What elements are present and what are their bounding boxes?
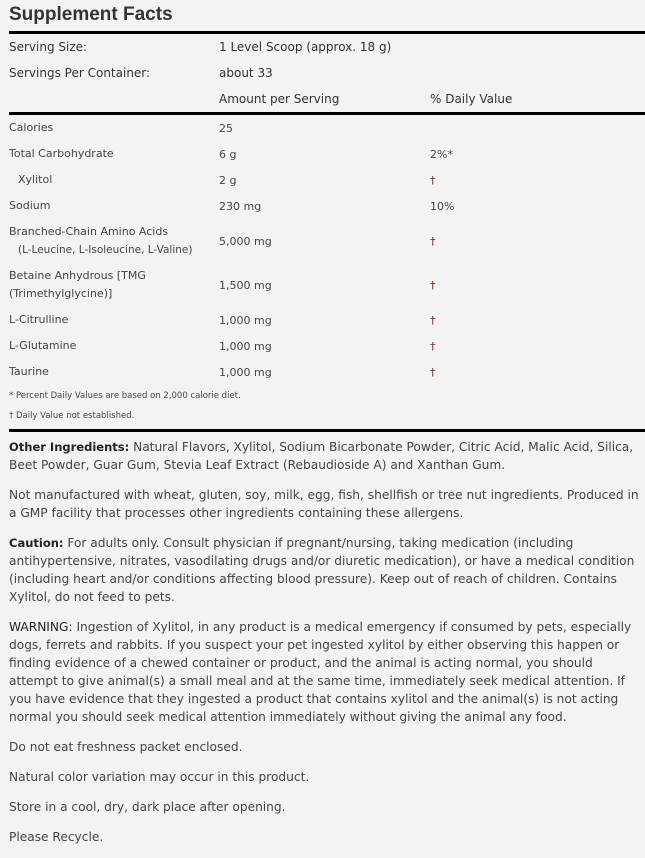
table-row: Taurine 1,000 mg †	[0, 359, 645, 385]
nutrient-dv: †	[430, 173, 436, 187]
nutrient-name: Betaine Anhydrous [TMG (Trimethylglycine)…	[9, 267, 214, 303]
caution: Caution: For adults only. Consult physic…	[9, 534, 639, 606]
nutrient-name-sub: (L-Leucine, L-Isoleucine, L-Valine)	[18, 244, 193, 256]
nutrient-name: L-Glutamine	[9, 339, 77, 352]
nutrient-name: Calories	[9, 121, 54, 134]
footnote-percent-dv: * Percent Daily Values are based on 2,00…	[9, 391, 241, 401]
nutrient-name: Xylitol	[18, 173, 53, 186]
nutrient-dv: †	[430, 234, 436, 248]
other-ingredients: Other Ingredients: Natural Flavors, Xyli…	[9, 438, 639, 474]
nutrient-dv: 2%*	[430, 147, 453, 161]
color-variation-note: Natural color variation may occur in thi…	[9, 770, 310, 784]
warning-label: WARNING:	[9, 620, 73, 634]
table-row: Sodium 230 mg 10%	[0, 193, 645, 219]
nutrient-amount: 25	[219, 121, 233, 135]
nutrient-name-main: Branched-Chain Amino Acids	[9, 225, 169, 238]
allergen-statement: Not manufactured with wheat, gluten, soy…	[9, 488, 639, 520]
title-divider	[9, 31, 645, 34]
table-row: Branched-Chain Amino Acids (L-Leucine, L-…	[0, 219, 645, 263]
servings-per-container-row: Servings Per Container: about 33	[0, 60, 645, 86]
nutrient-name-sub: (Trimethylglycine)]	[9, 287, 113, 300]
footnote-row: * Percent Daily Values are based on 2,00…	[0, 385, 645, 407]
nutrient-dv: †	[430, 339, 436, 353]
table-row: L-Glutamine 1,000 mg †	[0, 333, 645, 359]
freshness-note: Do not eat freshness packet enclosed.	[9, 740, 243, 754]
nutrient-amount: 230 mg	[219, 199, 262, 213]
table-row: Total Carbohydrate 6 g 2%*	[0, 141, 645, 167]
nutrient-dv: †	[430, 278, 436, 292]
footnote-row: † Daily Value not established.	[0, 407, 645, 424]
other-ingredients-label: Other Ingredients:	[9, 440, 130, 454]
nutrient-amount: 1,000 mg	[219, 313, 272, 327]
table-row: L-Citrulline 1,000 mg †	[0, 307, 645, 333]
nutrient-name: Total Carbohydrate	[9, 147, 114, 160]
serving-size-row: Serving Size: 1 Level Scoop (approx. 18 …	[0, 34, 645, 60]
nutrient-dv: 10%	[430, 199, 455, 213]
supplement-facts-table: Serving Size: 1 Level Scoop (approx. 18 …	[0, 34, 645, 424]
recycle-note: Please Recycle.	[9, 830, 104, 844]
nutrient-name: Branched-Chain Amino Acids (L-Leucine, L-…	[9, 223, 214, 259]
table-row: Xylitol 2 g †	[0, 167, 645, 193]
nutrient-dv: †	[430, 365, 436, 379]
header-divider	[9, 112, 645, 115]
nutrient-amount: 5,000 mg	[219, 234, 272, 248]
daily-value-header: % Daily Value	[430, 92, 513, 106]
table-row: Calories 25	[0, 115, 645, 141]
nutrient-name: Sodium	[9, 199, 51, 212]
table-bottom-divider	[9, 429, 645, 432]
serving-size-value: 1 Level Scoop (approx. 18 g)	[219, 40, 392, 54]
footnote-dv-not-established: † Daily Value not established.	[9, 410, 135, 421]
nutrient-name: Taurine	[9, 365, 49, 378]
other-ingredients-text: Natural Flavors, Xylitol, Sodium Bicarbo…	[9, 440, 634, 472]
nutrient-amount: 1,000 mg	[219, 365, 272, 379]
product-notes: Other Ingredients: Natural Flavors, Xyli…	[9, 438, 639, 858]
warning: WARNING: Ingestion of Xylitol, in any pr…	[9, 618, 639, 726]
nutrient-name: L-Citrulline	[9, 313, 69, 326]
caution-label: Caution:	[9, 536, 64, 550]
caution-text: For adults only. Consult physician if pr…	[9, 536, 635, 604]
nutrient-amount: 1,500 mg	[219, 278, 272, 292]
table-row: Betaine Anhydrous [TMG (Trimethylglycine)…	[0, 263, 645, 307]
amount-header: Amount per Serving	[219, 92, 340, 106]
nutrient-amount: 6 g	[219, 147, 237, 161]
serving-size-label: Serving Size:	[9, 40, 88, 54]
nutrient-amount: 2 g	[219, 173, 237, 187]
nutrient-amount: 1,000 mg	[219, 339, 272, 353]
nutrient-name-main: Betaine Anhydrous [TMG	[9, 269, 146, 282]
table-header: Amount per Serving % Daily Value	[0, 86, 645, 112]
page-title: Supplement Facts	[9, 4, 173, 25]
warning-text: Ingestion of Xylitol, in any product is …	[9, 620, 632, 724]
servings-per-container-label: Servings Per Container:	[9, 66, 151, 80]
nutrient-dv: †	[430, 313, 436, 327]
servings-per-container-value: about 33	[219, 66, 273, 80]
storage-note: Store in a cool, dry, dark place after o…	[9, 800, 286, 814]
